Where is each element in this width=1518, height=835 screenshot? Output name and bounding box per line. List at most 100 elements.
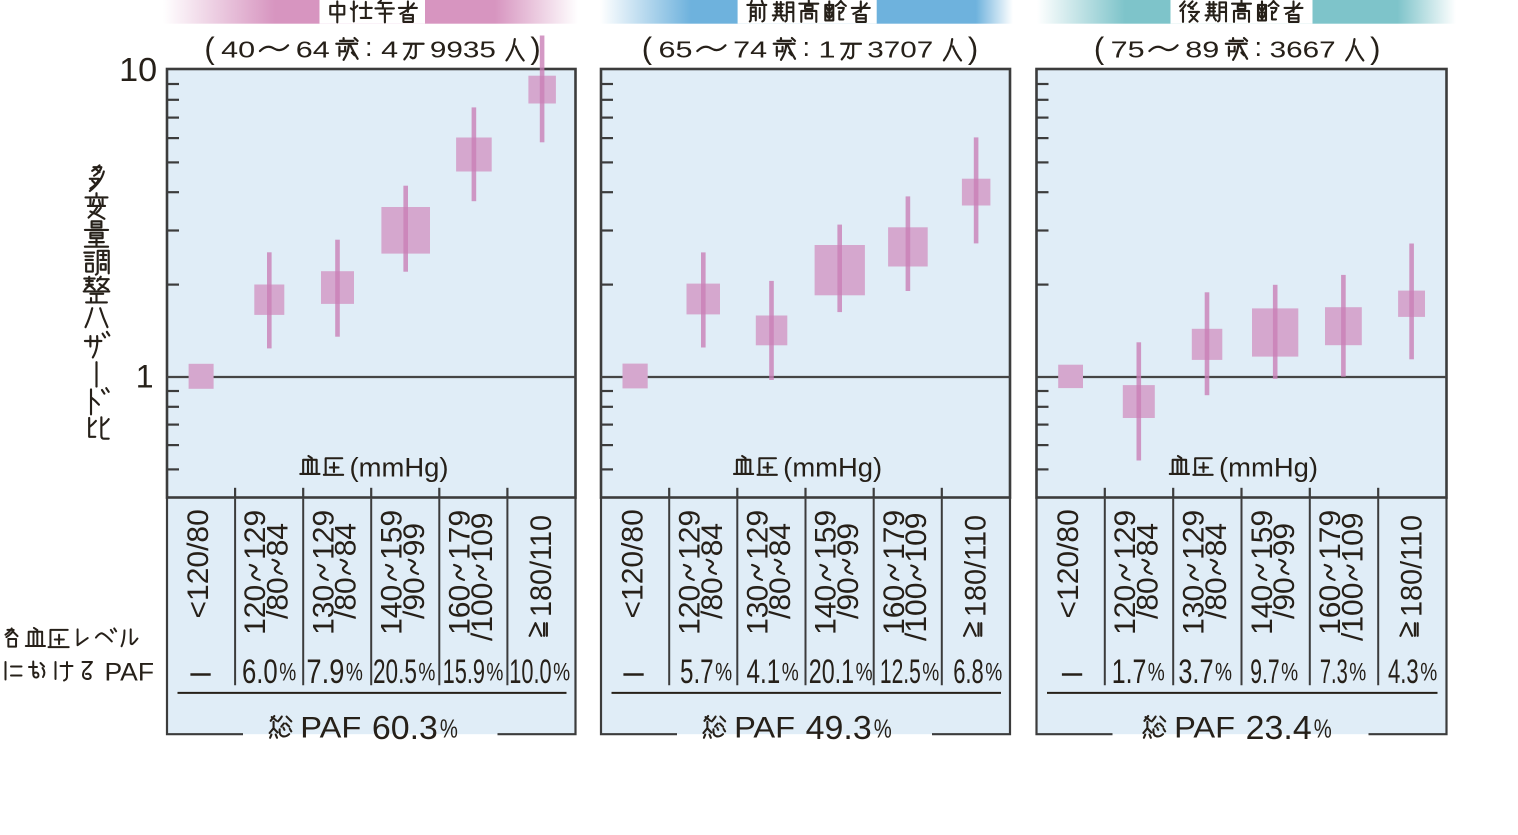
svg-text:20.1: 20.1 [809, 653, 854, 691]
svg-text:75: 75 [1111, 37, 1145, 63]
svg-text:179: 179 [444, 510, 477, 560]
svg-text:%: % [1314, 714, 1332, 744]
svg-text:10: 10 [119, 51, 157, 88]
svg-text:/80: /80 [1200, 577, 1233, 619]
svg-text:%: % [486, 659, 503, 687]
svg-text:180/110: 180/110 [1396, 515, 1429, 617]
svg-text:<120/80: <120/80 [1052, 509, 1085, 618]
svg-text:129: 129 [1177, 510, 1210, 560]
svg-text:160: 160 [1314, 585, 1347, 635]
svg-text:129: 129 [673, 510, 706, 560]
svg-text:%: % [1148, 659, 1165, 687]
svg-text:5.7: 5.7 [680, 653, 714, 691]
svg-text:/100: /100 [900, 583, 933, 641]
svg-text:<120/80: <120/80 [182, 509, 215, 618]
svg-text:84: 84 [262, 523, 295, 556]
svg-text:): ) [968, 31, 978, 66]
svg-text:/90: /90 [398, 577, 431, 619]
svg-text:%: % [553, 659, 570, 687]
svg-text:140: 140 [810, 585, 843, 635]
svg-text:159: 159 [810, 510, 843, 560]
svg-text:109: 109 [1337, 513, 1370, 563]
svg-text:/80: /80 [330, 577, 363, 619]
svg-text:(mmHg): (mmHg) [783, 452, 882, 482]
svg-text:%: % [922, 659, 939, 687]
svg-text:%: % [1420, 659, 1437, 687]
svg-text:1: 1 [136, 359, 154, 395]
svg-text:4.1: 4.1 [747, 653, 781, 691]
svg-text:/80: /80 [696, 577, 729, 619]
svg-text:74: 74 [733, 37, 767, 63]
svg-text:): ) [530, 31, 540, 66]
svg-text:180/110: 180/110 [959, 515, 992, 617]
svg-text:160: 160 [444, 585, 477, 635]
svg-text:4.3: 4.3 [1388, 653, 1419, 691]
svg-text:20.5: 20.5 [373, 653, 417, 691]
svg-text::: : [365, 32, 373, 62]
svg-text:3667: 3667 [1270, 37, 1336, 63]
svg-text:120: 120 [1109, 585, 1142, 635]
svg-text:140: 140 [1246, 585, 1279, 635]
svg-text:109: 109 [466, 513, 499, 563]
svg-text:%: % [1281, 659, 1298, 687]
svg-text:12.5: 12.5 [880, 653, 921, 691]
svg-text:84: 84 [1200, 523, 1233, 556]
svg-text:PAF: PAF [105, 659, 155, 687]
svg-text:180/110: 180/110 [525, 515, 558, 617]
svg-text:/90: /90 [1268, 577, 1301, 619]
svg-text::: : [1255, 32, 1263, 62]
svg-text:/80: /80 [262, 577, 295, 619]
svg-text:%: % [346, 659, 363, 687]
svg-text:%: % [418, 659, 435, 687]
svg-text:1.7: 1.7 [1112, 653, 1147, 691]
svg-text:(: ( [204, 31, 215, 66]
svg-text:/100: /100 [466, 583, 499, 641]
svg-text:(: ( [1094, 31, 1105, 66]
svg-text:3.7: 3.7 [1178, 653, 1213, 691]
svg-text:6.0: 6.0 [242, 653, 278, 691]
svg-text:): ) [1370, 31, 1380, 66]
svg-text:179: 179 [1314, 510, 1347, 560]
svg-text:120: 120 [673, 585, 706, 635]
svg-text:3707: 3707 [867, 37, 933, 63]
svg-text:49.3: 49.3 [806, 710, 872, 747]
svg-text:6.8: 6.8 [953, 653, 984, 691]
svg-text:%: % [1215, 659, 1232, 687]
svg-text:<120/80: <120/80 [616, 509, 649, 618]
svg-text:84: 84 [696, 523, 729, 556]
svg-text:(mmHg): (mmHg) [350, 452, 449, 482]
svg-text:159: 159 [1246, 510, 1279, 560]
svg-text:(: ( [642, 31, 653, 66]
svg-text:%: % [440, 714, 458, 744]
svg-text:159: 159 [375, 510, 408, 560]
svg-text:9935: 9935 [430, 37, 496, 63]
svg-text:129: 129 [239, 510, 272, 560]
svg-text:130: 130 [1177, 585, 1210, 635]
svg-text:60.3: 60.3 [372, 710, 438, 747]
svg-text:120: 120 [239, 585, 272, 635]
svg-text:4: 4 [381, 37, 398, 63]
svg-text:%: % [1349, 659, 1366, 687]
svg-text:84: 84 [764, 523, 797, 556]
svg-text:129: 129 [307, 510, 340, 560]
svg-text:40: 40 [221, 37, 255, 63]
svg-text:130: 130 [307, 585, 340, 635]
svg-text:99: 99 [832, 523, 865, 556]
svg-text:129: 129 [742, 510, 775, 560]
svg-text:15.9: 15.9 [443, 653, 485, 691]
svg-text:1: 1 [819, 37, 836, 63]
svg-text:140: 140 [375, 585, 408, 635]
svg-text:109: 109 [900, 513, 933, 563]
svg-text:%: % [874, 714, 892, 744]
svg-text:/80: /80 [1132, 577, 1165, 619]
svg-text:PAF: PAF [734, 712, 795, 745]
svg-text:130: 130 [742, 585, 775, 635]
svg-text:%: % [715, 659, 732, 687]
svg-text:PAF: PAF [1174, 712, 1235, 745]
svg-text:179: 179 [878, 510, 911, 560]
svg-text:9.7: 9.7 [1250, 653, 1279, 691]
svg-text:99: 99 [1268, 523, 1301, 556]
svg-text:84: 84 [1132, 523, 1165, 556]
svg-text:160: 160 [878, 585, 911, 635]
svg-text:7.3: 7.3 [1320, 653, 1348, 691]
